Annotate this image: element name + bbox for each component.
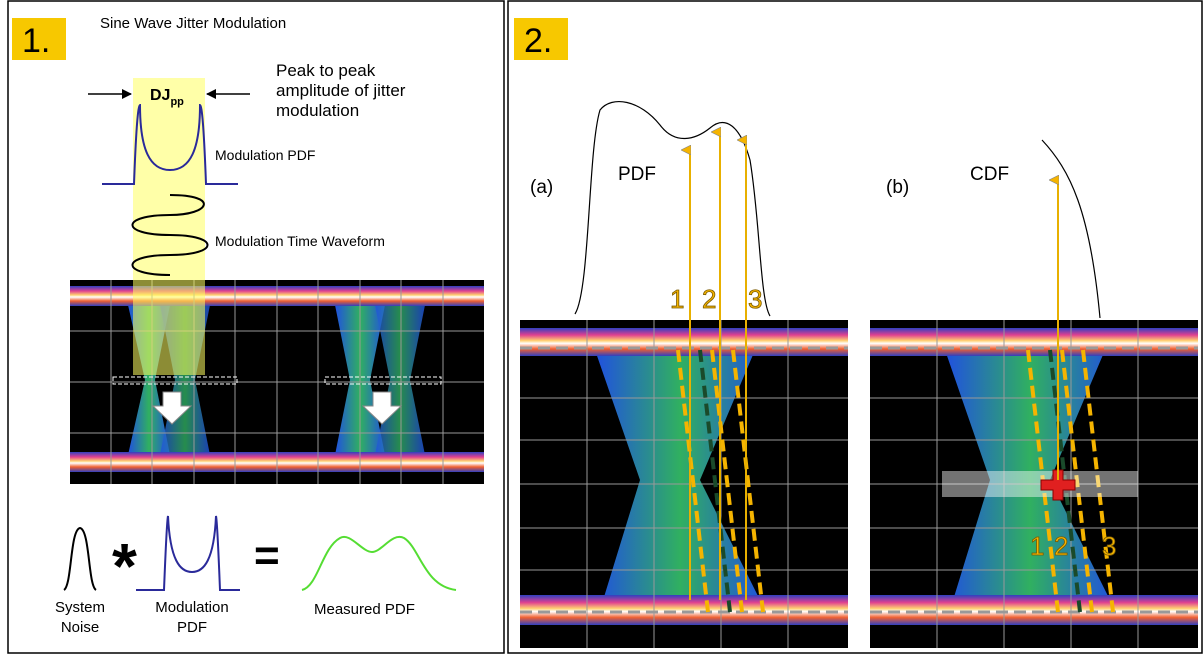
label: Modulation (155, 599, 228, 616)
curve-label: CDF (970, 164, 1009, 185)
operator: * (112, 530, 137, 602)
line-number: 3 (748, 284, 762, 314)
panel-number: 1. (22, 22, 50, 60)
operator: = (254, 531, 280, 580)
cdf-curve (1042, 140, 1100, 318)
measured-pdf-curve (302, 537, 456, 590)
line-number: 1 (1030, 531, 1044, 561)
eye-diagram (70, 280, 484, 484)
sub-label: (b) (886, 177, 909, 198)
label: Measured PDF (314, 601, 415, 618)
line-number: 1 (670, 284, 684, 314)
note-line: modulation (276, 101, 359, 120)
line-number: 3 (1102, 531, 1116, 561)
note-line: Peak to peak (276, 61, 376, 80)
line-number: 2 (702, 284, 716, 314)
label: System (55, 599, 105, 616)
noise-curve (64, 528, 96, 590)
label: Modulation PDF (215, 147, 315, 163)
modulation-pdf-curve (136, 516, 240, 590)
label: Noise (61, 619, 99, 636)
dj-main: DJ (150, 87, 170, 104)
line-number: 2 (1054, 531, 1068, 561)
dj-subscript: pp (170, 96, 184, 108)
jitter-highlight (133, 78, 205, 375)
eye-diagram (520, 320, 848, 648)
note-line: amplitude of jitter (276, 81, 406, 100)
page: {"panel1": {"number": "1.", "title": "Si… (0, 0, 1204, 655)
curve-label: PDF (618, 164, 656, 185)
label: Modulation Time Waveform (215, 233, 385, 249)
panel-number: 2. (524, 22, 552, 60)
panel-title: Sine Wave Jitter Modulation (100, 15, 286, 32)
label: PDF (177, 619, 207, 636)
eye-diagram (870, 320, 1198, 648)
sub-label: (a) (530, 177, 553, 198)
figure: 1. Sine Wave Jitter Modulation DJpp Peak… (0, 0, 1204, 655)
